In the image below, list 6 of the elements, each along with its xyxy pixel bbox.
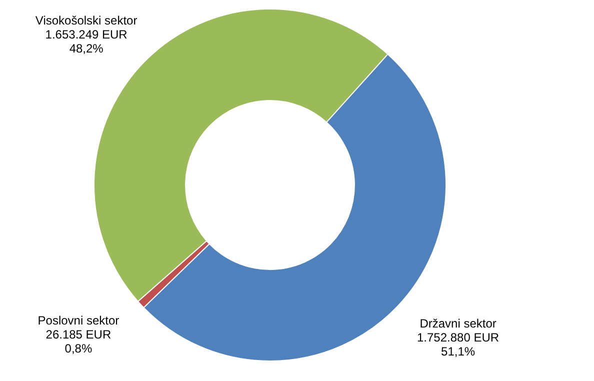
slice-label: Visokošolski sektor [35, 13, 138, 28]
data-label: 26.185 EUR 0,8% [46, 327, 112, 356]
slice-label: Državni sektor [420, 316, 496, 330]
data-label: 1.752.880 EUR 51,1% [417, 330, 500, 358]
slice-label: Poslovni sektor [38, 313, 120, 328]
data-label: 1.653.249 EUR 48,2% [45, 27, 128, 56]
